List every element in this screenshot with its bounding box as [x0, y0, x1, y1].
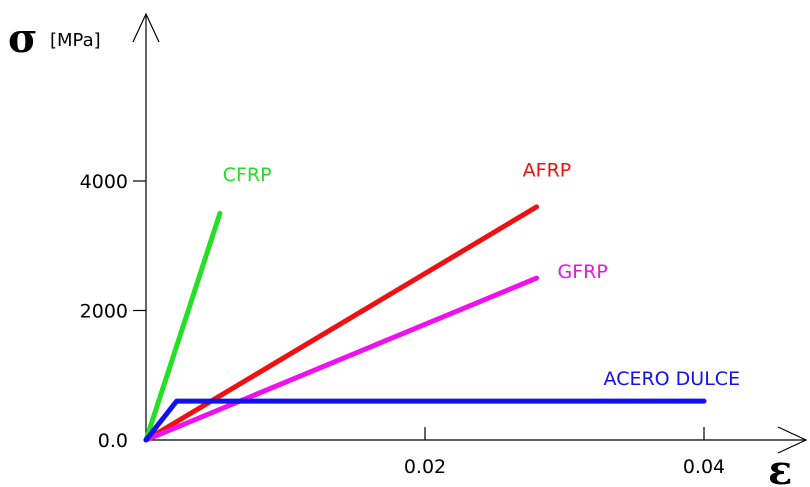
axes [132, 12, 808, 454]
x-tick-label: 0.04 [683, 456, 725, 478]
x-axis-arrow [777, 426, 808, 454]
y-axis-symbol: σ [8, 15, 38, 62]
y-axis-arrow [132, 12, 160, 43]
series-label-acero-dulce: ACERO DULCE [604, 368, 741, 390]
series-line-gfrp [143, 275, 540, 443]
ticks: 0.0 2000 4000 0.02 0.04 [80, 171, 726, 478]
series-label-cfrp: CFRP [223, 164, 272, 186]
series-label-gfrp: GFRP [558, 261, 608, 283]
y-axis-unit: [MPa] [50, 30, 101, 51]
series-line-acero-dulce [143, 398, 707, 443]
series-line-afrp [143, 204, 540, 443]
y-tick-label: 0.0 [98, 430, 128, 452]
y-tick-label: 2000 [80, 301, 128, 323]
x-tick-label: 0.02 [404, 456, 446, 478]
series-label-afrp: AFRP [523, 159, 572, 181]
y-tick-label: 4000 [80, 171, 128, 193]
x-axis-symbol: ε [768, 447, 792, 487]
series-line-cfrp [143, 210, 223, 443]
series-lines [143, 204, 707, 443]
series-labels: CFRP AFRP GFRP ACERO DULCE [223, 159, 740, 389]
